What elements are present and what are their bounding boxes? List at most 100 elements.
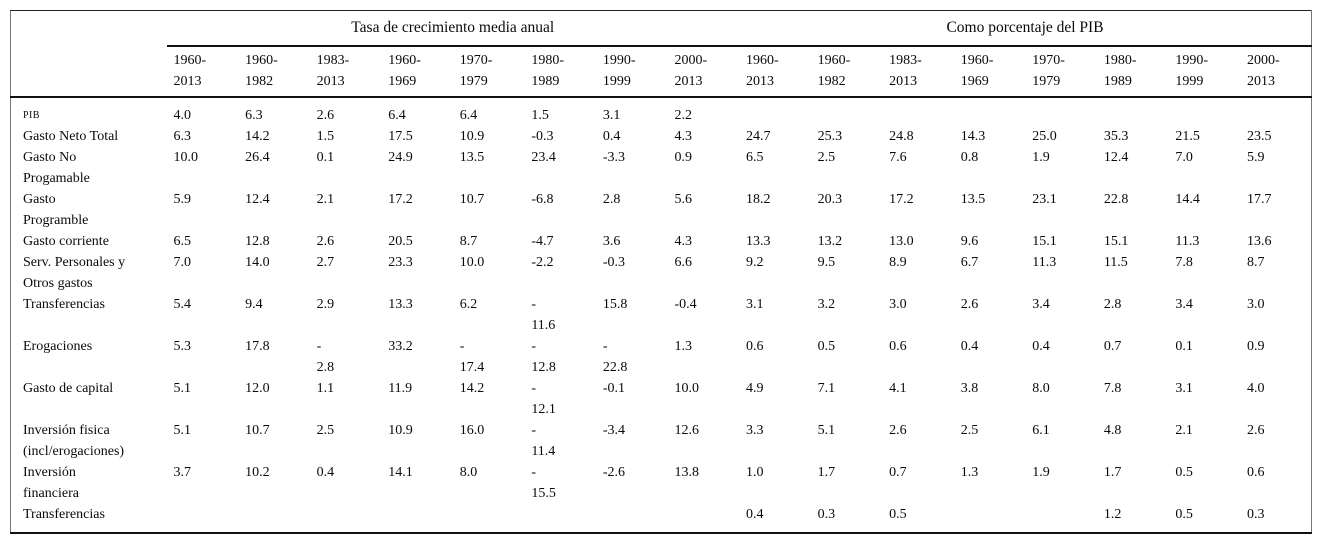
group-header-row: Tasa de crecimiento media anual Como por… (11, 10, 1312, 47)
period-header: 1983- 2013 (309, 46, 382, 98)
row-label: Gasto No Progamable (23, 150, 90, 186)
value-cell: 1.3 (960, 465, 979, 480)
value-cell: 9.2 (746, 255, 764, 270)
value-cell: 5.6 (674, 192, 692, 207)
value-cell (954, 97, 1026, 126)
value-cell: 17.8 (245, 339, 270, 354)
value-cell: 0.3 (1246, 507, 1265, 522)
table-row: Gasto Neto Total 6.3 14.2 1.5 17.5 10.9 -0.3 0.… (11, 126, 1312, 147)
value-cell: 14.0 (245, 255, 270, 270)
value-cell (524, 504, 596, 533)
value-cell (882, 97, 954, 126)
value-cell: 3.1 (1175, 381, 1193, 396)
row-label: Gasto de capital (23, 381, 114, 396)
value-cell: 7.8 (1103, 381, 1122, 396)
value-cell (167, 504, 239, 533)
value-cell: 13.3 (388, 297, 413, 312)
period-header: 1980- 1989 (524, 46, 596, 98)
period-header: 1960- 1982 (810, 46, 883, 98)
value-cell: 24.9 (388, 150, 413, 165)
value-cell: 8.7 (459, 234, 478, 249)
value-cell: 12.0 (245, 381, 270, 396)
value-cell: 12.4 (1103, 150, 1129, 165)
value-cell: 14.4 (1175, 192, 1200, 207)
value-cell: 2.8 (1103, 297, 1122, 312)
value-cell (310, 504, 382, 533)
value-cell: 26.4 (245, 150, 270, 165)
value-cell: 6.3 (245, 108, 263, 123)
value-cell: 3.0 (889, 297, 907, 312)
value-cell: 11.9 (388, 381, 413, 396)
value-cell: 15.1 (1032, 234, 1057, 249)
value-cell: 0.7 (1103, 339, 1122, 354)
period-header: 1970- 1979 (452, 46, 525, 98)
value-cell: 6.7 (960, 255, 979, 270)
value-cell: 23.4 (531, 150, 556, 165)
value-cell (811, 97, 883, 126)
value-cell: 2.5 (316, 423, 335, 438)
value-cell: 9.4 (245, 297, 263, 312)
value-cell (1097, 97, 1169, 126)
table-row: Gasto Programble 5.9 12.4 2.1 17.2 10.7 -6.8 2.… (11, 189, 1312, 231)
value-cell: 35.3 (1103, 129, 1129, 144)
value-cell: 9.5 (817, 255, 836, 270)
value-cell: 3.1 (746, 297, 764, 312)
value-cell: - 11.4 (531, 423, 556, 459)
period-header: 1970- 1979 (1025, 46, 1097, 98)
value-cell: 3.8 (960, 381, 979, 396)
value-cell: 17.2 (889, 192, 914, 207)
value-cell: - 12.1 (531, 381, 556, 417)
period-header: 2000- 2013 (1239, 46, 1312, 98)
value-cell: - 11.6 (531, 297, 556, 333)
value-cell: 0.5 (889, 507, 907, 522)
value-cell: 10.0 (173, 150, 199, 165)
value-cell: 13.8 (674, 465, 699, 480)
value-cell: 6.3 (173, 129, 192, 144)
value-cell: -6.8 (531, 192, 554, 207)
value-cell (739, 97, 811, 126)
row-label: Inversión financiera (23, 465, 79, 501)
value-cell: 7.1 (817, 381, 836, 396)
value-cell: 5.1 (817, 423, 836, 438)
value-cell (1025, 504, 1097, 533)
value-cell: 16.0 (459, 423, 485, 438)
row-label: Inversión fisica (incl/erogaciones) (23, 423, 125, 459)
value-cell (596, 504, 668, 533)
table-row: Gasto No Progamable 10.0 26.4 0.1 24.9 13.5 23… (11, 147, 1312, 189)
value-cell: 8.0 (1032, 381, 1050, 396)
value-cell: 10.2 (245, 465, 270, 480)
value-cell: 5.9 (1246, 150, 1265, 165)
value-cell: 12.6 (674, 423, 699, 438)
value-cell: 25.0 (1032, 129, 1057, 144)
value-cell: 0.5 (1175, 465, 1193, 480)
value-cell: - 17.4 (459, 339, 485, 375)
row-label: PIB (23, 110, 40, 121)
period-header: 1960- 2013 (739, 46, 811, 98)
value-cell: 3.0 (1246, 297, 1265, 312)
value-cell: 11.3 (1032, 255, 1057, 270)
value-cell: 24.7 (746, 129, 771, 144)
value-cell: 15.1 (1103, 234, 1129, 249)
period-header: 1960- 1969 (381, 46, 453, 98)
value-cell: -2.6 (602, 465, 626, 480)
value-cell: 1.7 (817, 465, 836, 480)
value-cell: 20.5 (388, 234, 413, 249)
value-cell: 15.8 (602, 297, 628, 312)
table-row: Inversión fisica (incl/erogaciones) 5.1 10… (11, 420, 1312, 462)
value-cell: 9.6 (960, 234, 979, 249)
value-cell: 13.5 (960, 192, 986, 207)
value-cell: 17.2 (388, 192, 413, 207)
value-cell: 5.4 (173, 297, 192, 312)
value-cell: 0.4 (316, 465, 335, 480)
value-cell: 2.6 (316, 234, 335, 249)
pib-group-header: Como porcentaje del PIB (739, 10, 1312, 47)
period-header-stub (10, 46, 167, 98)
value-cell: - 15.5 (531, 465, 556, 501)
period-header: 1983- 2013 (882, 46, 954, 98)
value-cell (453, 504, 525, 533)
value-cell: 18.2 (746, 192, 771, 207)
value-cell: 13.5 (459, 150, 485, 165)
value-cell: 1.9 (1032, 150, 1050, 165)
value-cell: 3.1 (602, 108, 621, 123)
value-cell: 1.9 (1032, 465, 1050, 480)
